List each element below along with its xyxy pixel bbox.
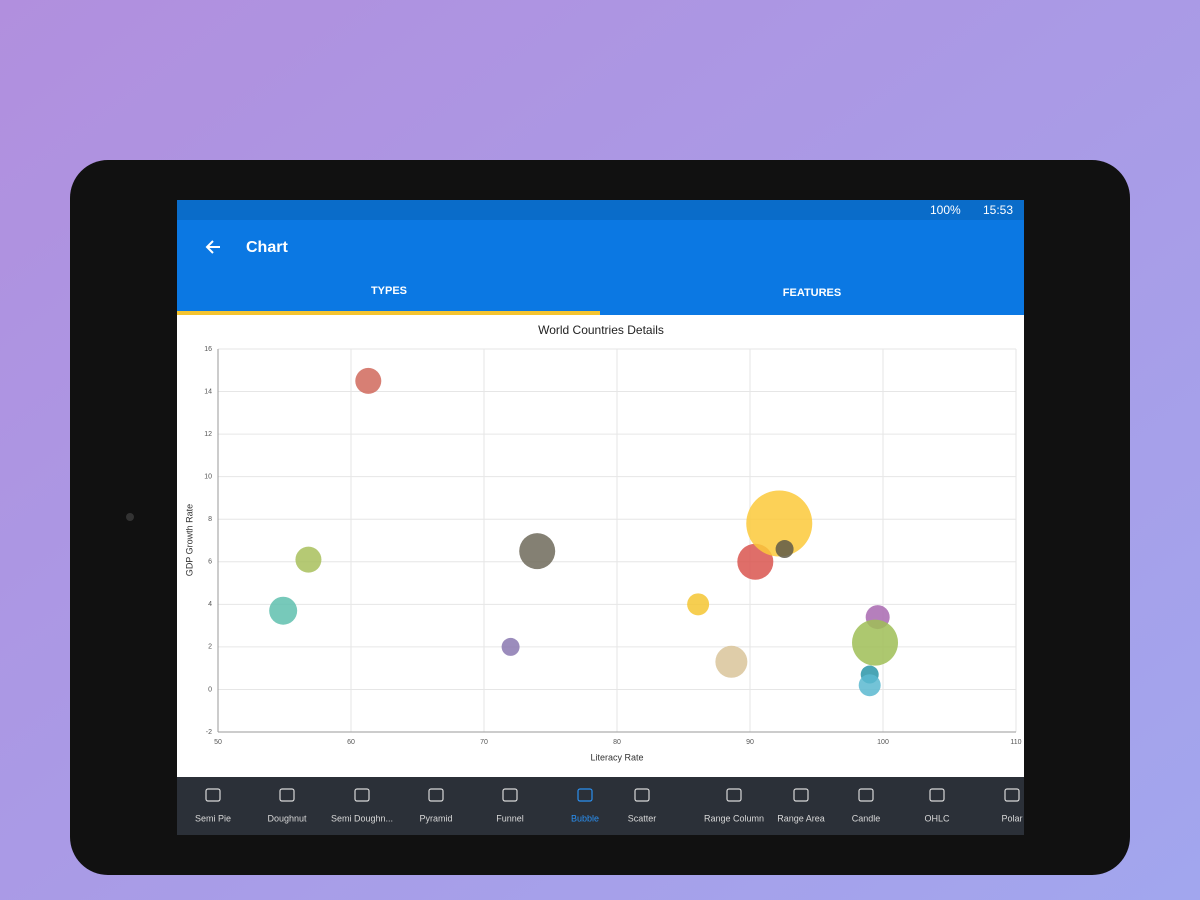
- app-title: Chart: [246, 239, 288, 256]
- nav-item[interactable]: Range Column: [704, 813, 764, 823]
- bubble[interactable]: [858, 674, 881, 697]
- nav-item[interactable]: OHLC: [924, 813, 950, 823]
- tab[interactable]: TYPES: [371, 285, 407, 297]
- nav-item[interactable]: Scatter: [628, 813, 657, 823]
- nav-item[interactable]: Pyramid: [419, 813, 452, 823]
- nav-item[interactable]: Semi Doughn...: [331, 813, 393, 823]
- bubble[interactable]: [269, 596, 298, 625]
- bubble[interactable]: [355, 367, 382, 394]
- x-tick-label: 70: [480, 739, 488, 746]
- bubble[interactable]: [295, 546, 322, 573]
- nav-icon: [858, 788, 874, 802]
- battery: 100%: [930, 203, 961, 217]
- nav-icon: [279, 788, 295, 802]
- nav-item[interactable]: Semi Pie: [195, 813, 231, 823]
- y-tick-label: 14: [204, 388, 212, 395]
- y-tick-label: 2: [208, 644, 212, 651]
- nav-item[interactable]: Doughnut: [267, 813, 307, 823]
- nav-item[interactable]: Polar: [1001, 813, 1022, 823]
- app-bar: [177, 220, 1024, 315]
- status-bar: [177, 200, 1024, 220]
- bubble[interactable]: [501, 637, 520, 656]
- x-axis-title: Literacy Rate: [590, 752, 643, 762]
- y-tick-label: 10: [204, 474, 212, 481]
- camera: [126, 513, 134, 521]
- bubble[interactable]: [852, 619, 899, 666]
- y-tick-label: 8: [208, 516, 212, 523]
- nav-item[interactable]: Funnel: [496, 813, 524, 823]
- nav-icon: [634, 788, 650, 802]
- y-tick-label: 4: [208, 601, 212, 608]
- nav-icon: [205, 788, 221, 802]
- nav-item[interactable]: Candle: [852, 813, 881, 823]
- bubble[interactable]: [687, 593, 710, 616]
- y-tick-label: -2: [206, 729, 212, 736]
- nav-icon: [726, 788, 742, 802]
- nav-icon: [428, 788, 444, 802]
- nav-icon: [577, 788, 593, 802]
- nav-icon: [793, 788, 809, 802]
- y-tick-label: 16: [204, 346, 212, 353]
- tab-indicator: [177, 311, 600, 315]
- bottom-nav: [177, 777, 1024, 835]
- back-button[interactable]: [205, 240, 220, 254]
- chart-area: [177, 315, 1024, 777]
- y-axis-title: GDP Growth Rate: [184, 504, 194, 576]
- nav-icon: [502, 788, 518, 802]
- bubble[interactable]: [775, 540, 794, 559]
- x-tick-label: 110: [1010, 739, 1021, 746]
- time: 15:53: [983, 203, 1013, 217]
- bubble[interactable]: [715, 645, 748, 678]
- chart-title: World Countries Details: [538, 323, 664, 337]
- x-tick-label: 100: [877, 739, 889, 746]
- x-tick-label: 80: [613, 739, 621, 746]
- nav-icon: [929, 788, 945, 802]
- x-tick-label: 50: [214, 739, 222, 746]
- tab[interactable]: FEATURES: [783, 287, 841, 299]
- bubble[interactable]: [746, 490, 813, 557]
- y-tick-label: 6: [208, 559, 212, 566]
- nav-icon: [1004, 788, 1020, 802]
- nav-item[interactable]: Bubble: [571, 813, 599, 823]
- y-tick-label: 0: [208, 686, 212, 693]
- nav-icon: [354, 788, 370, 802]
- x-tick-label: 90: [746, 739, 754, 746]
- y-tick-label: 12: [204, 431, 212, 438]
- x-tick-label: 60: [347, 739, 355, 746]
- bubble[interactable]: [519, 533, 556, 570]
- nav-item[interactable]: Range Area: [777, 813, 825, 823]
